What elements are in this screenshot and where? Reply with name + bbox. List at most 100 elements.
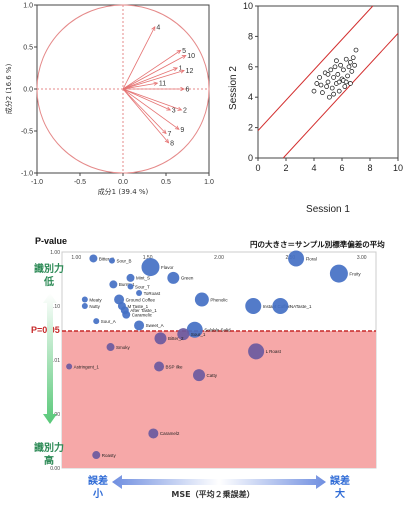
bubble-ytick-label: 1.00 <box>50 250 60 256</box>
pca-ytick-label: -1.0 <box>21 171 33 178</box>
session-point <box>349 69 355 74</box>
session-point <box>329 85 335 91</box>
session-point <box>317 75 322 80</box>
session-frame <box>257 5 399 159</box>
session-point <box>353 47 359 53</box>
loading-vector <box>122 70 185 90</box>
session-ylabel: Session 2 <box>228 66 239 110</box>
loading-arrowhead <box>164 138 170 144</box>
session-ytick-label: 6 <box>248 62 253 72</box>
bubble-point-label: Soluble Solid <box>204 328 231 333</box>
loading-arrowhead <box>180 86 185 92</box>
bubble-point-label: Sour_T <box>135 284 150 289</box>
bubble-point <box>93 318 100 325</box>
session-point <box>331 91 336 97</box>
bubble-point-label: Sour_A <box>101 319 116 324</box>
bubble-point-label: Mint_S <box>136 276 150 281</box>
session-point <box>331 75 336 80</box>
loading-arrowhead <box>181 54 187 59</box>
bubble-point <box>89 254 98 263</box>
session-ytick-label: 10 <box>243 1 253 11</box>
loading-vector <box>122 26 156 90</box>
bubble-point <box>106 343 115 352</box>
discrimination-low-label: 識別力低 <box>34 262 64 288</box>
loading-arrowhead <box>174 125 180 130</box>
bubble-point <box>81 296 88 303</box>
session-xtick-label: 6 <box>339 163 344 173</box>
bubble-point <box>109 280 118 289</box>
loading-label: 9 <box>180 127 184 134</box>
bubble-point-label: After Taste_1 <box>130 308 157 313</box>
session-xtick-label: 0 <box>255 163 260 173</box>
bubble-xtick-label: 1.50 <box>143 255 153 261</box>
bubble-point <box>167 271 180 284</box>
bubble-point-label: Nutty <box>89 304 100 309</box>
bubble-size-note: 円の大きさ＝サンプル別標準偏差の平均 <box>250 239 385 249</box>
bubble-point-label: NATaste_1 <box>290 304 312 309</box>
pca-ytick-label: 0.0 <box>23 87 33 94</box>
session-ytick-label: 2 <box>248 123 253 133</box>
loading-vector <box>122 88 180 130</box>
loading-vector <box>122 50 181 90</box>
session-point <box>336 88 342 94</box>
session-point <box>343 56 349 62</box>
bubble-point <box>245 298 262 314</box>
bubble-point <box>136 290 143 297</box>
session-point <box>345 73 350 79</box>
bubble-xtick-label: 1.00 <box>71 255 81 261</box>
bubble-panel: P-value 円の大きさ＝サンプル別標準偏差の平均 P=0.05 1.00 1.… <box>31 236 385 500</box>
bubble-xtick-label: 3.00 <box>357 255 367 261</box>
pca-ylabel: 成分2 (16.6 %) <box>4 63 13 114</box>
session-ytick-label: 0 <box>248 153 253 163</box>
pca-xlabel: 成分1 (39.4 %) <box>98 187 149 196</box>
pca-xtick-label: 0.0 <box>118 179 128 186</box>
session-point <box>341 67 346 73</box>
session-point <box>352 62 357 68</box>
bubble-point-label: Meaty <box>89 297 102 302</box>
bubble-point <box>141 258 160 277</box>
bubble-point <box>193 369 206 382</box>
bubble-point-label: Sweet_A <box>146 323 164 328</box>
session-point <box>328 67 334 73</box>
bubble-point <box>288 250 305 267</box>
bubble-point <box>248 343 265 360</box>
tolerance-line <box>282 33 399 159</box>
bubble-point <box>177 328 190 341</box>
threshold-label: P=0.05 <box>31 325 60 335</box>
session-point <box>327 94 332 100</box>
session-point <box>325 72 331 77</box>
loading-label: 2 <box>183 108 187 115</box>
bubble-point-label: Bitter_1 <box>99 256 115 261</box>
bubble-point <box>154 332 167 345</box>
session-ytick-label: 8 <box>248 31 253 41</box>
session-panel: 0 2 4 6 8 10 10 8 6 4 2 0 Session 1 Session 2 <box>228 1 403 215</box>
bubble-point <box>92 451 101 460</box>
bubble-point-label: Fruity <box>349 271 361 276</box>
loading-label: 3 <box>172 108 176 115</box>
session-point <box>335 72 341 77</box>
loading-label: 6 <box>186 87 190 94</box>
bubble-point-label: Sour_B <box>116 258 131 263</box>
loading-arrowhead <box>177 106 183 111</box>
session-ytick-label: 4 <box>248 92 253 102</box>
bubble-point <box>126 273 135 282</box>
session-point <box>336 79 342 85</box>
bubble-point-label: Smoky <box>116 345 131 350</box>
session-point <box>325 79 331 85</box>
pca-xtick-label: 0.5 <box>161 179 171 186</box>
loading-label: 5 <box>182 48 186 55</box>
session-xtick-label: 8 <box>367 163 372 173</box>
bubble-point-label: Bitter_2 <box>168 336 184 341</box>
loading-label: 1 <box>179 66 183 73</box>
tolerance-line <box>257 5 374 131</box>
loading-arrowhead <box>173 67 179 72</box>
error-arrow <box>112 475 326 489</box>
pca-ytick-label: -0.5 <box>21 129 33 136</box>
loading-vector <box>122 88 171 111</box>
bubble-point <box>272 298 289 314</box>
bubble-point-label: Caramelic <box>132 312 153 317</box>
bubble-point <box>186 321 203 338</box>
mse-label: MSE（平均２乗誤差） <box>171 489 254 499</box>
loading-arrowhead <box>176 49 182 55</box>
